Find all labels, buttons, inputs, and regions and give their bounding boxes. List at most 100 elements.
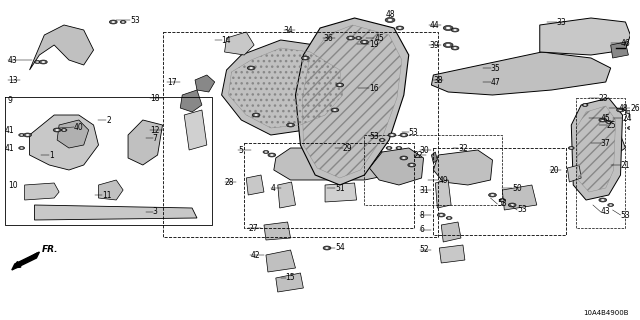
Polygon shape [441, 222, 461, 242]
Circle shape [111, 21, 115, 23]
Polygon shape [266, 250, 296, 272]
Polygon shape [611, 42, 628, 58]
Circle shape [20, 147, 23, 149]
Text: 35: 35 [490, 63, 500, 73]
Polygon shape [99, 180, 123, 200]
Polygon shape [540, 18, 630, 55]
Text: 3: 3 [153, 207, 157, 217]
Circle shape [264, 151, 268, 153]
Circle shape [625, 110, 631, 114]
Circle shape [53, 128, 61, 132]
Circle shape [400, 133, 408, 137]
Text: 44: 44 [429, 20, 439, 29]
Text: FR.: FR. [42, 245, 58, 254]
Polygon shape [567, 165, 581, 182]
Text: 53: 53 [621, 211, 630, 220]
Text: 51: 51 [335, 183, 344, 193]
Text: 48: 48 [386, 10, 396, 19]
Circle shape [323, 246, 331, 250]
Polygon shape [29, 25, 93, 70]
Circle shape [601, 199, 605, 201]
Circle shape [568, 147, 574, 149]
Circle shape [451, 46, 459, 50]
Text: 4: 4 [271, 183, 276, 193]
Text: 13: 13 [8, 76, 17, 84]
Text: 27: 27 [248, 223, 258, 233]
Circle shape [619, 109, 622, 111]
Polygon shape [325, 183, 356, 202]
Circle shape [287, 123, 294, 127]
Text: 7: 7 [153, 133, 157, 142]
Text: 9: 9 [8, 95, 13, 105]
Circle shape [408, 163, 415, 167]
Text: 1: 1 [49, 150, 54, 159]
Circle shape [508, 203, 516, 207]
Polygon shape [296, 18, 409, 185]
Polygon shape [195, 75, 215, 92]
Text: 53: 53 [409, 127, 419, 137]
Circle shape [444, 26, 453, 30]
Text: 31: 31 [420, 186, 429, 195]
Circle shape [301, 56, 309, 60]
Circle shape [120, 20, 126, 23]
Text: 43: 43 [8, 55, 18, 65]
Text: 42: 42 [250, 251, 260, 260]
Polygon shape [572, 98, 623, 200]
Circle shape [252, 113, 260, 117]
Text: 39: 39 [429, 41, 439, 50]
Text: 48: 48 [618, 103, 628, 113]
Circle shape [608, 204, 614, 206]
Text: 25: 25 [607, 121, 616, 130]
Text: 29: 29 [343, 143, 353, 153]
Circle shape [451, 28, 459, 32]
Circle shape [270, 154, 274, 156]
Text: 5: 5 [238, 146, 243, 155]
Circle shape [446, 27, 451, 29]
Text: 10: 10 [8, 180, 17, 189]
Text: 36: 36 [323, 34, 333, 43]
Circle shape [397, 147, 400, 149]
Circle shape [599, 198, 607, 202]
Circle shape [584, 104, 586, 106]
Text: 14: 14 [221, 36, 231, 44]
Circle shape [410, 164, 413, 166]
Circle shape [40, 60, 47, 64]
Circle shape [347, 36, 355, 40]
Circle shape [627, 111, 630, 113]
Circle shape [448, 217, 451, 219]
Circle shape [607, 121, 610, 123]
Polygon shape [184, 110, 207, 150]
Circle shape [331, 108, 339, 112]
Polygon shape [355, 38, 372, 54]
Circle shape [35, 60, 40, 63]
Text: 12: 12 [150, 125, 159, 134]
Circle shape [385, 18, 395, 22]
Text: 10A4B4900B: 10A4B4900B [584, 310, 629, 316]
Circle shape [303, 57, 307, 59]
Circle shape [582, 103, 588, 107]
Circle shape [19, 133, 24, 137]
Polygon shape [589, 130, 625, 158]
Circle shape [254, 114, 258, 116]
Text: 23: 23 [599, 93, 609, 102]
Text: 53: 53 [369, 132, 379, 140]
Text: 52: 52 [420, 245, 429, 254]
Text: 47: 47 [490, 77, 500, 86]
Polygon shape [264, 222, 291, 240]
Text: 34: 34 [284, 26, 293, 35]
Polygon shape [502, 185, 537, 210]
Circle shape [26, 134, 29, 136]
Circle shape [499, 198, 506, 202]
Polygon shape [433, 150, 493, 185]
Polygon shape [35, 205, 197, 220]
Circle shape [444, 43, 453, 47]
Text: 30: 30 [420, 146, 429, 155]
Circle shape [356, 36, 362, 39]
Text: 20: 20 [550, 165, 559, 174]
Text: 33: 33 [557, 18, 566, 27]
Circle shape [289, 124, 292, 126]
Circle shape [263, 150, 269, 154]
Polygon shape [57, 120, 89, 148]
Text: 49: 49 [438, 175, 448, 185]
Polygon shape [128, 120, 163, 165]
